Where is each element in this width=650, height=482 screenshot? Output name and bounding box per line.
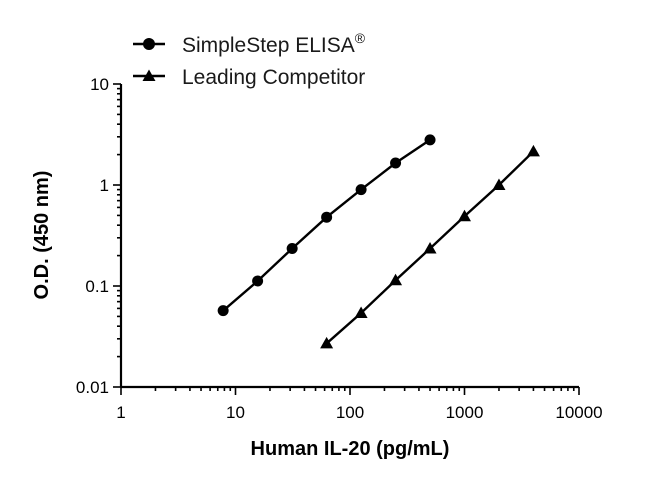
tick-marks	[113, 83, 580, 395]
y-tick-label: 0.01	[76, 378, 109, 397]
data-point-triangle	[526, 144, 540, 157]
data-point-circle	[390, 157, 402, 169]
x-axis-title: Human IL-20 (pg/mL)	[251, 438, 450, 460]
y-axis-title: O.D. (450 nm)	[31, 171, 53, 300]
data-point-circle	[286, 243, 298, 255]
x-tick-label: 1000	[446, 403, 484, 422]
data-point-triangle	[320, 336, 334, 349]
legend-marker-circle	[143, 38, 155, 50]
legend: SimpleStep ELISA® Leading Competitor	[133, 30, 366, 89]
y-tick-label: 1	[100, 176, 109, 195]
legend-marker-triangle	[142, 69, 156, 81]
x-tick-labels: 1 10 100 1000 10000	[116, 403, 602, 422]
x-tick-label: 10	[226, 403, 245, 422]
data-point-circle	[252, 275, 264, 287]
data-point-triangle	[423, 242, 437, 254]
data-point-circle	[321, 211, 333, 223]
legend-label-simplestep: SimpleStep ELISA®	[182, 30, 366, 57]
legend-label-competitor: Leading Competitor	[182, 66, 365, 89]
x-tick-label: 100	[336, 403, 364, 422]
data-point-triangle	[389, 273, 403, 286]
axes	[119, 84, 579, 389]
data-point-circle	[355, 184, 367, 196]
data-point-triangle	[492, 178, 506, 190]
data-point-circle	[217, 305, 229, 317]
x-tick-label: 1	[116, 403, 125, 422]
y-tick-labels: 0.01 0.1 1 10	[76, 75, 109, 397]
data-point-circle	[424, 134, 436, 146]
y-tick-label: 0.1	[85, 277, 109, 296]
data-point-triangle	[354, 306, 368, 319]
registered-mark: ®	[355, 30, 366, 46]
plot-area	[217, 134, 540, 349]
y-tick-label: 10	[90, 75, 109, 94]
data-point-triangle	[458, 209, 471, 222]
x-tick-label: 10000	[555, 403, 602, 422]
